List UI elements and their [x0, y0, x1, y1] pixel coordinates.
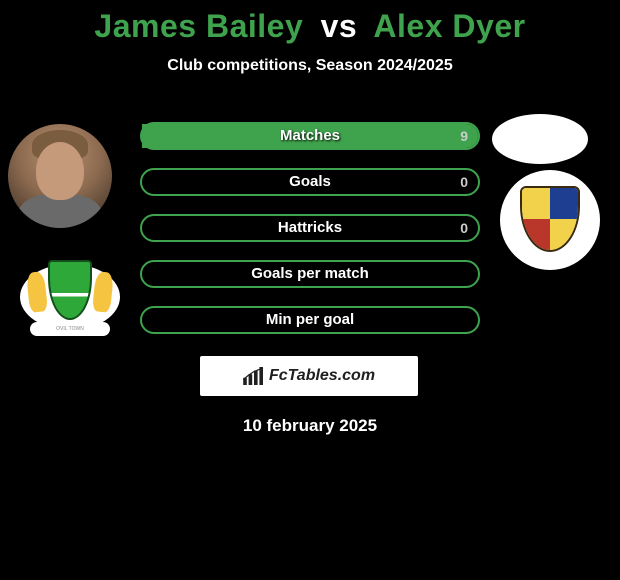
comparison-title: James Bailey vs Alex Dyer: [0, 0, 620, 45]
brand-watermark: FcTables.com: [200, 356, 418, 396]
stat-bar: Min per goal: [140, 306, 480, 334]
avatar-face: [36, 142, 84, 200]
bars-icon: [243, 367, 265, 385]
player1-club-crest: OVIL TOWN: [20, 258, 120, 336]
crest-quarter-4: [550, 219, 578, 250]
stat-bar: 0Hattricks: [140, 214, 480, 242]
stat-bar: Goals per match: [140, 260, 480, 288]
stat-label: Min per goal: [142, 308, 478, 332]
date-label: 10 february 2025: [0, 416, 620, 436]
stat-label: Goals per match: [142, 262, 478, 286]
stat-bars: 9Matches 0Goals 0Hattricks Goals per match M…: [140, 122, 480, 352]
subtitle: Club competitions, Season 2024/2025: [0, 57, 620, 75]
stat-bar: 9Matches: [140, 122, 480, 150]
stat-label: Matches: [142, 124, 478, 148]
comparison-stage: OVIL TOWN 9Matches 0Goals 0Hattricks Goals …: [0, 100, 620, 460]
player1-avatar: [8, 124, 112, 228]
crest-quarter-3: [522, 219, 550, 250]
stat-label: Goals: [142, 170, 478, 194]
stat-bar: 0Goals: [140, 168, 480, 196]
stat-label: Hattricks: [142, 216, 478, 240]
crest-shield: [520, 186, 580, 252]
player2-name: Alex Dyer: [373, 8, 525, 44]
crest-ribbon: OVIL TOWN: [30, 322, 110, 336]
player2-club-crest: [500, 170, 600, 270]
crest-quarter-2: [550, 188, 578, 219]
player2-avatar: [492, 114, 588, 164]
brand-text: FcTables.com: [269, 367, 375, 385]
vs-label: vs: [321, 8, 358, 44]
player1-name: James Bailey: [94, 8, 303, 44]
crest-quarter-1: [522, 188, 550, 219]
